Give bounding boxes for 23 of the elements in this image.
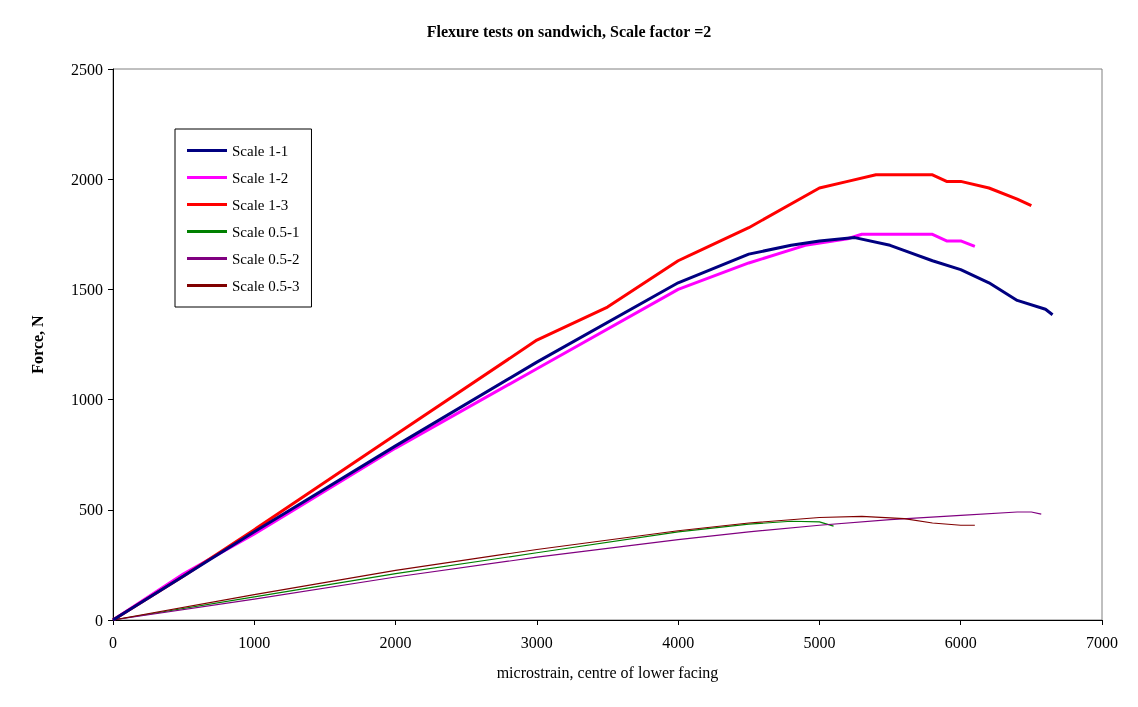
legend-label: Scale 1-2 (232, 169, 289, 186)
chart-title: Flexure tests on sandwich, Scale factor =2 (426, 22, 712, 40)
y-axis-title: Force, N (28, 314, 46, 374)
legend-label: Scale 1-3 (232, 196, 289, 213)
y-tick-label: 2000 (71, 170, 103, 188)
x-tick-label: 6000 (944, 633, 977, 651)
y-tick-label: 1000 (71, 391, 103, 409)
legend-label: Scale 1-1 (232, 142, 289, 159)
y-tick-label: 1500 (71, 280, 103, 298)
x-tick-label: 2000 (379, 633, 412, 651)
x-axis-title: microstrain, centre of lower facing (496, 663, 719, 682)
x-tick-label: 4000 (662, 633, 695, 651)
x-tick-label: 3000 (520, 633, 553, 651)
x-tick-label: 0 (109, 633, 117, 651)
x-tick-label: 5000 (803, 633, 836, 651)
x-tick-label: 7000 (1086, 633, 1118, 651)
y-tick-label: 500 (79, 501, 103, 519)
legend-label: Scale 0.5-1 (232, 223, 300, 240)
y-tick-label: 0 (95, 611, 103, 629)
y-tick-label: 2500 (71, 60, 103, 78)
x-tick-label: 1000 (238, 633, 271, 651)
legend-label: Scale 0.5-2 (232, 250, 300, 267)
legend-label: Scale 0.5-3 (232, 277, 300, 294)
